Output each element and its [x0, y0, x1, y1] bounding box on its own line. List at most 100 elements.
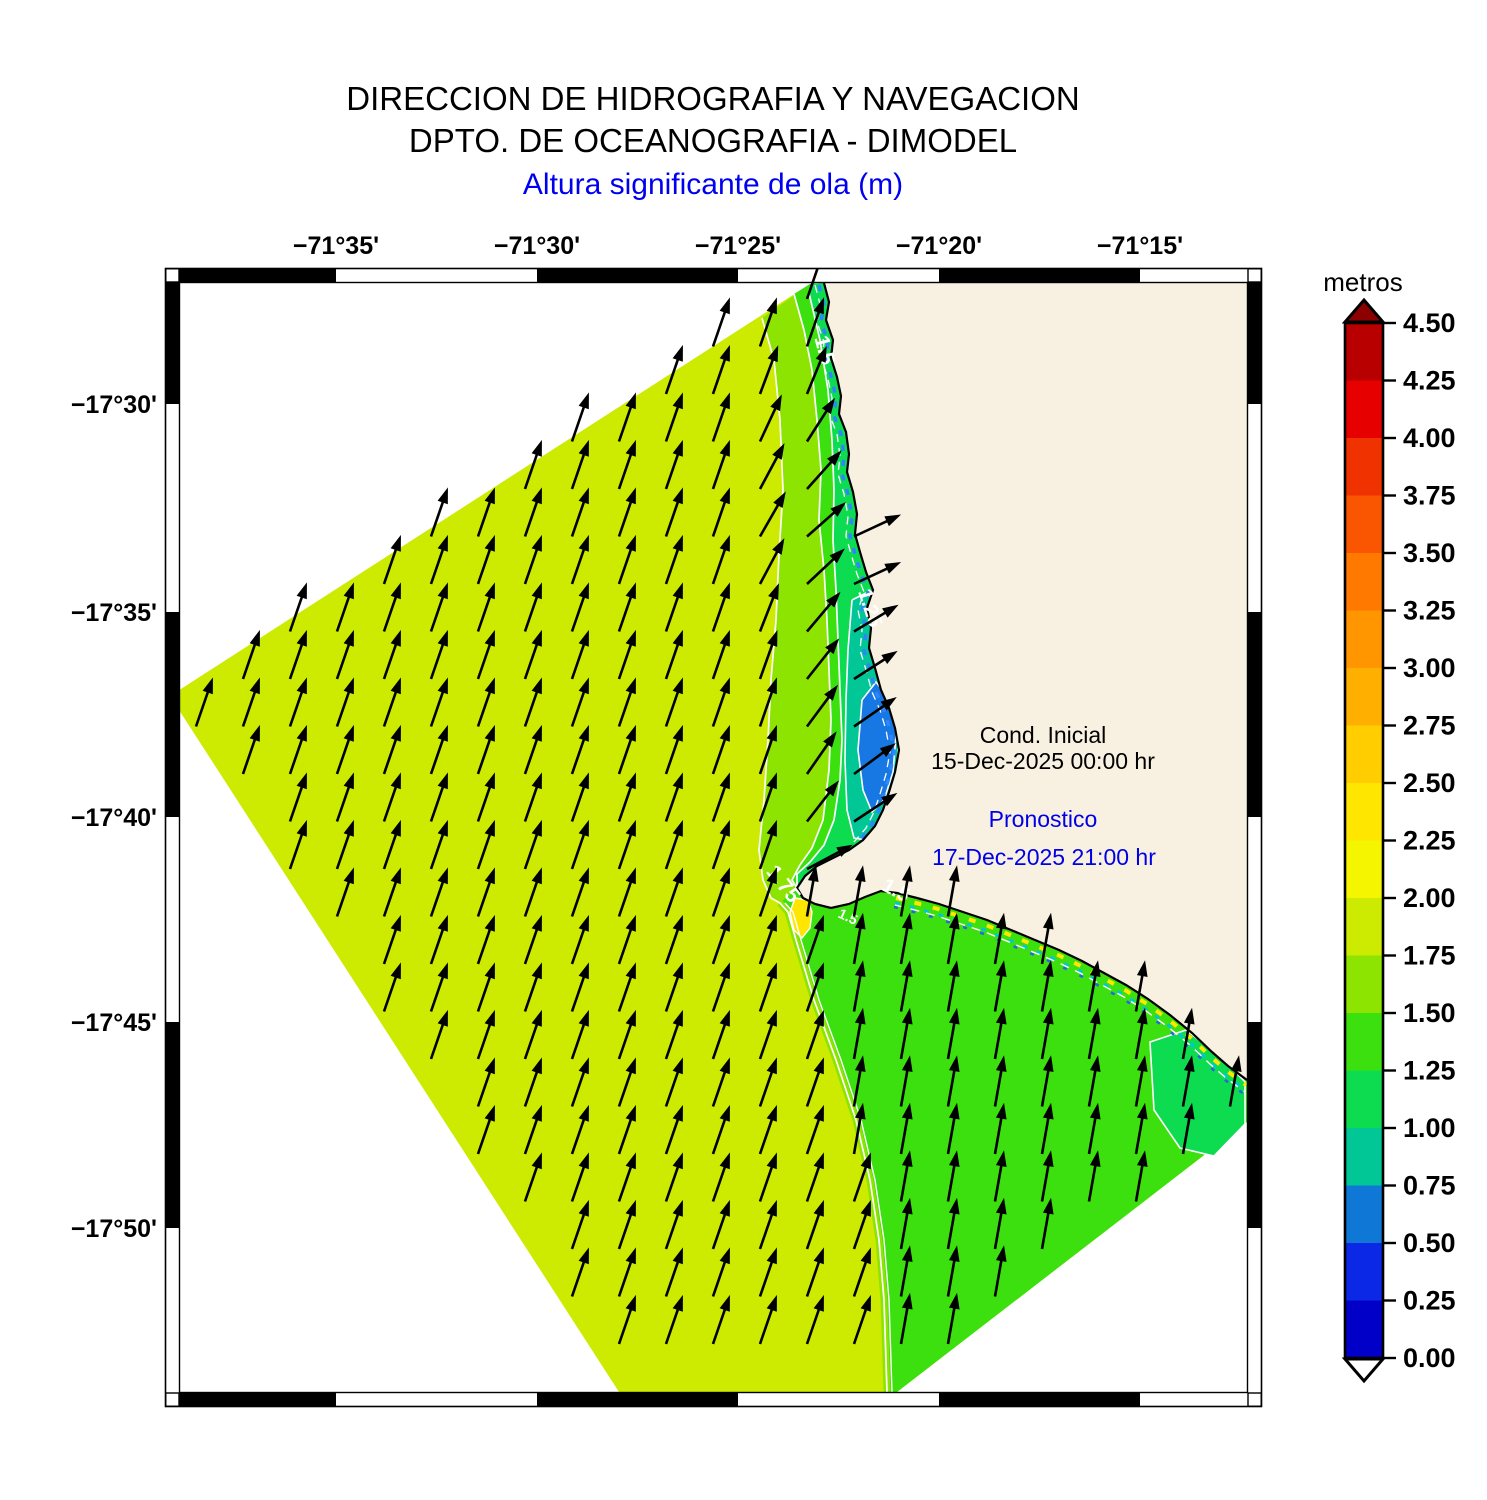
wave-arrow	[664, 392, 683, 442]
colorbar-tick-label: 2.50	[1403, 768, 1456, 798]
wave-arrow	[806, 450, 842, 490]
wave-arrow	[758, 1152, 777, 1202]
wave-arrow	[1228, 1055, 1242, 1107]
wave-arrow	[758, 491, 786, 538]
frame-corner	[1247, 268, 1262, 283]
colorbar-segment	[1345, 495, 1383, 554]
frame-tile-bottom	[738, 1393, 939, 1406]
forecast-label: Pronostico	[989, 806, 1098, 832]
wave-arrow	[805, 1009, 824, 1060]
wave-arrow	[946, 912, 960, 965]
wave-arrow	[570, 439, 589, 490]
wave-arrow	[1040, 1150, 1054, 1202]
colorbar-segment	[1345, 1300, 1383, 1359]
wave-arrow	[899, 1055, 913, 1107]
frame-tile-bottom	[537, 1393, 738, 1406]
wave-arrow	[899, 1245, 913, 1297]
wave-arrow	[946, 1007, 960, 1060]
wave-arrow	[664, 772, 683, 822]
wave-arrow	[429, 867, 448, 917]
wave-arrow	[711, 629, 730, 680]
colorbar-segment	[1345, 1185, 1383, 1244]
wave-arrow	[946, 1245, 960, 1297]
surf-fringe-cyan	[894, 901, 1246, 1092]
frame-tile-bottom	[336, 1393, 537, 1406]
frame-inner-line	[178, 281, 1249, 1394]
wave-arrow	[335, 629, 354, 680]
wave-arrow	[853, 696, 897, 728]
wave-arrow	[523, 724, 542, 775]
colorbar-tick-label: 0.25	[1403, 1286, 1456, 1316]
x-axis-label: −71°15'	[1097, 232, 1183, 260]
frame-tile-left	[166, 269, 179, 404]
wave-arrow	[429, 962, 448, 1012]
wave-arrow	[429, 772, 448, 822]
map-frame	[164, 267, 1263, 1408]
wave-arrow	[664, 677, 683, 727]
page-title-line2: DPTO. DE OCEANOGRAFIA - DIMODEL	[409, 122, 1017, 159]
wave-arrow	[617, 1009, 636, 1060]
wave-arrow	[241, 677, 260, 727]
wave-arrow	[523, 772, 542, 822]
wave-arrow	[711, 297, 730, 347]
wave-arrow	[664, 629, 683, 680]
wave-arrow	[523, 677, 542, 727]
wave-arrow	[805, 731, 837, 775]
wave-arrow	[899, 1292, 913, 1345]
wave-arrow	[617, 914, 636, 965]
wave-arrow	[993, 960, 1007, 1012]
wave-arrow	[617, 1294, 636, 1345]
wave-arrow	[429, 534, 448, 585]
wave-arrow	[476, 1009, 495, 1060]
forecast-datetime: 17-Dec-2025 21:00 hr	[932, 844, 1156, 870]
coastline	[795, 282, 1248, 1081]
wave-arrow	[335, 867, 354, 917]
colorbar-segment	[1345, 438, 1383, 497]
frame-tile-left	[166, 1228, 179, 1406]
colorbar-tick-label: 0.00	[1403, 1343, 1456, 1373]
wave-arrow	[664, 1009, 683, 1060]
wave-arrow	[758, 914, 777, 965]
wave-arrow	[617, 1247, 636, 1297]
wave-arrow	[711, 1009, 730, 1060]
colorbar-tick-label: 2.25	[1403, 826, 1456, 856]
frame-tile-right	[1248, 269, 1261, 404]
wave-arrow	[570, 1104, 589, 1155]
wave-arrow	[523, 962, 542, 1012]
wave-arrow	[570, 1199, 589, 1250]
wave-arrow	[758, 583, 779, 632]
frame-tile-bottom	[1140, 1393, 1261, 1406]
colorbar-tick-label: 4.25	[1403, 366, 1456, 396]
wave-arrow	[711, 914, 730, 965]
wave-arrow	[664, 344, 683, 395]
wave-arrow	[852, 1102, 866, 1155]
wave-arrow	[853, 792, 898, 823]
wave-arrow	[476, 819, 495, 870]
wave-arrow	[523, 1057, 542, 1107]
wave-arrow	[758, 1104, 777, 1155]
wave-arrow	[617, 962, 636, 1012]
wave-arrow	[476, 962, 495, 1012]
wave-arrow	[288, 772, 307, 822]
colorbar-tick-label: 3.75	[1403, 481, 1456, 511]
wave-arrow	[570, 1009, 589, 1060]
colorbar-tick-label: 0.75	[1403, 1171, 1456, 1201]
colorbar-tick-label: 2.75	[1403, 711, 1456, 741]
wave-arrow	[758, 962, 777, 1012]
wave-arrow	[853, 562, 902, 586]
wave-arrow	[758, 345, 779, 395]
wave-arrow	[758, 297, 777, 347]
wave-arrow	[711, 392, 730, 442]
wave-arrow	[852, 1007, 866, 1060]
wave-arrow	[1087, 1102, 1101, 1155]
wave-arrow	[664, 1104, 683, 1155]
wave-arrow	[523, 534, 542, 585]
colorbar-tick-label: 3.50	[1403, 538, 1456, 568]
colorbar-tick-label: 4.50	[1403, 308, 1456, 338]
south-region-fill	[780, 888, 1247, 1392]
wave-arrow	[1040, 1055, 1054, 1107]
frame-tile-top	[1140, 269, 1261, 282]
wave-arrow	[523, 1009, 542, 1060]
wave-arrow	[853, 604, 899, 633]
wave-arrow	[1040, 960, 1054, 1012]
